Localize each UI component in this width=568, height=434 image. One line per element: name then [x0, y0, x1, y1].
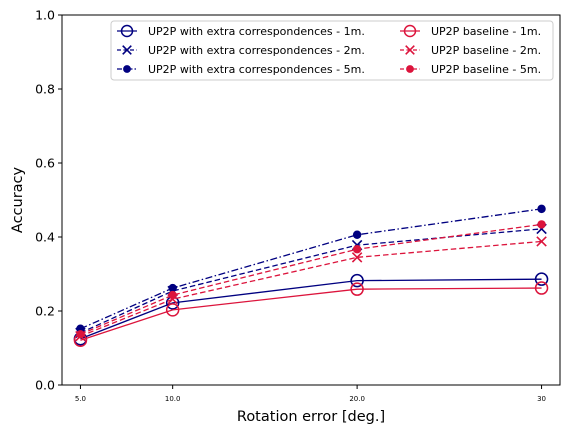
data-point-stroke	[351, 252, 363, 263]
data-point	[537, 220, 546, 229]
data-point-stroke	[536, 236, 547, 247]
series-line	[80, 278, 542, 340]
x-tick-label: 30	[537, 395, 546, 403]
x-tick-label: 10.0	[165, 395, 181, 403]
y-tick-label: 0.8	[35, 82, 55, 97]
data-point	[165, 303, 180, 317]
legend-entry: UP2P baseline - 1m.	[400, 24, 541, 38]
data-point	[352, 244, 362, 254]
series	[76, 204, 546, 333]
y-tick-label: 0.2	[35, 304, 55, 319]
legend: UP2P with extra correspondences - 1m. UP2…	[110, 20, 554, 81]
legend-label: UP2P baseline - 2m.	[431, 44, 541, 57]
series-layer	[73, 204, 549, 347]
legend-entry: UP2P with extra correspondences - 2m.	[117, 44, 365, 57]
x-axis-title: Rotation error [deg.]	[237, 409, 385, 425]
data-point	[352, 230, 362, 239]
legend-label: UP2P baseline - 5m.	[431, 63, 541, 76]
legend-label: UP2P with extra correspondences - 5m.	[148, 63, 365, 76]
data-point	[351, 252, 363, 263]
data-point	[405, 45, 415, 55]
legend-entry: UP2P with extra correspondences - 1m.	[117, 24, 365, 38]
data-point	[123, 65, 131, 73]
plot-frame	[61, 14, 561, 386]
data-point	[168, 290, 177, 300]
data-point	[406, 65, 414, 73]
legend-entry: UP2P baseline - 5m.	[400, 63, 541, 76]
data-point	[76, 330, 85, 339]
series-line	[80, 223, 542, 335]
series-line	[80, 287, 542, 341]
y-tick-label: 0.0	[35, 378, 55, 393]
data-point-stroke	[122, 45, 132, 55]
data-point	[350, 282, 364, 296]
series-line	[80, 208, 542, 330]
data-point	[537, 204, 546, 214]
data-point	[350, 273, 364, 288]
legend-entry: UP2P with extra correspondences - 5m.	[117, 63, 365, 76]
data-point	[120, 24, 134, 38]
data-point	[534, 281, 549, 295]
legend-entry: UP2P baseline - 2m.	[400, 44, 541, 57]
data-point	[168, 283, 177, 293]
data-point	[122, 45, 132, 55]
legend-label: UP2P with extra correspondences - 2m.	[148, 44, 365, 57]
y-axis-title: Accuracy	[10, 166, 26, 233]
legend-box	[110, 20, 554, 81]
axis-layer: 0.0 0.2 0.4 0.6 0.8 1.0 5.0 10.0 20.0 30	[35, 8, 546, 404]
y-tick-label: 0.4	[35, 230, 55, 245]
x-tick-label: 20.0	[349, 395, 365, 403]
y-tick-label: 1.0	[35, 8, 55, 23]
data-point-stroke	[405, 45, 415, 55]
x-tick-label: 5.0	[75, 395, 86, 403]
legend-label: UP2P with extra correspondences - 1m.	[148, 25, 365, 38]
data-point	[403, 24, 417, 38]
series	[76, 220, 546, 339]
legend-label: UP2P baseline - 1m.	[431, 25, 541, 38]
data-point	[534, 272, 549, 286]
y-tick-label: 0.6	[35, 156, 55, 171]
data-point	[536, 236, 547, 247]
